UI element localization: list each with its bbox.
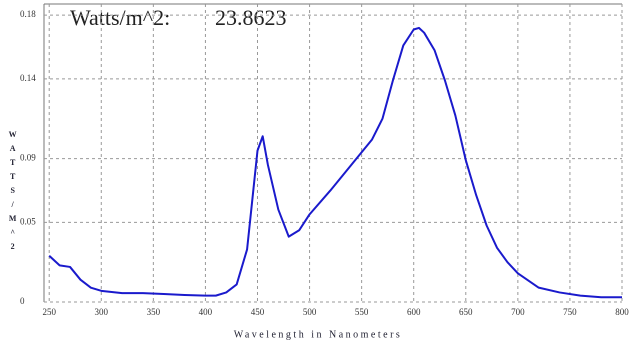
x-tick-label: 250 xyxy=(42,307,56,317)
x-tick-label: 500 xyxy=(303,307,317,317)
y-tick-label: 0.09 xyxy=(20,153,36,163)
y-axis-label: WATTS/M^2 xyxy=(8,130,17,256)
y-tick-label: 0 xyxy=(20,296,25,306)
y-tick-label: 0.05 xyxy=(20,216,36,226)
x-tick-label: 600 xyxy=(407,307,421,317)
x-tick-label: 800 xyxy=(615,307,629,317)
x-tick-label: 750 xyxy=(563,307,577,317)
x-axis-label: Wavelength in Nanometers xyxy=(234,329,403,340)
x-tick-label: 550 xyxy=(355,307,369,317)
x-tick-label: 400 xyxy=(199,307,213,317)
data-line xyxy=(48,26,622,299)
x-tick-label: 300 xyxy=(95,307,109,317)
y-tick-label: 0.14 xyxy=(20,73,36,83)
x-tick-label: 350 xyxy=(147,307,161,317)
total-value: 23.8623 xyxy=(215,5,287,30)
x-tick-label: 650 xyxy=(459,307,473,317)
y-tick-label: 0.18 xyxy=(20,9,36,19)
x-tick-label: 450 xyxy=(251,307,265,317)
x-tick-label: 700 xyxy=(511,307,525,317)
chart-title: Watts/m^2: xyxy=(70,5,170,30)
